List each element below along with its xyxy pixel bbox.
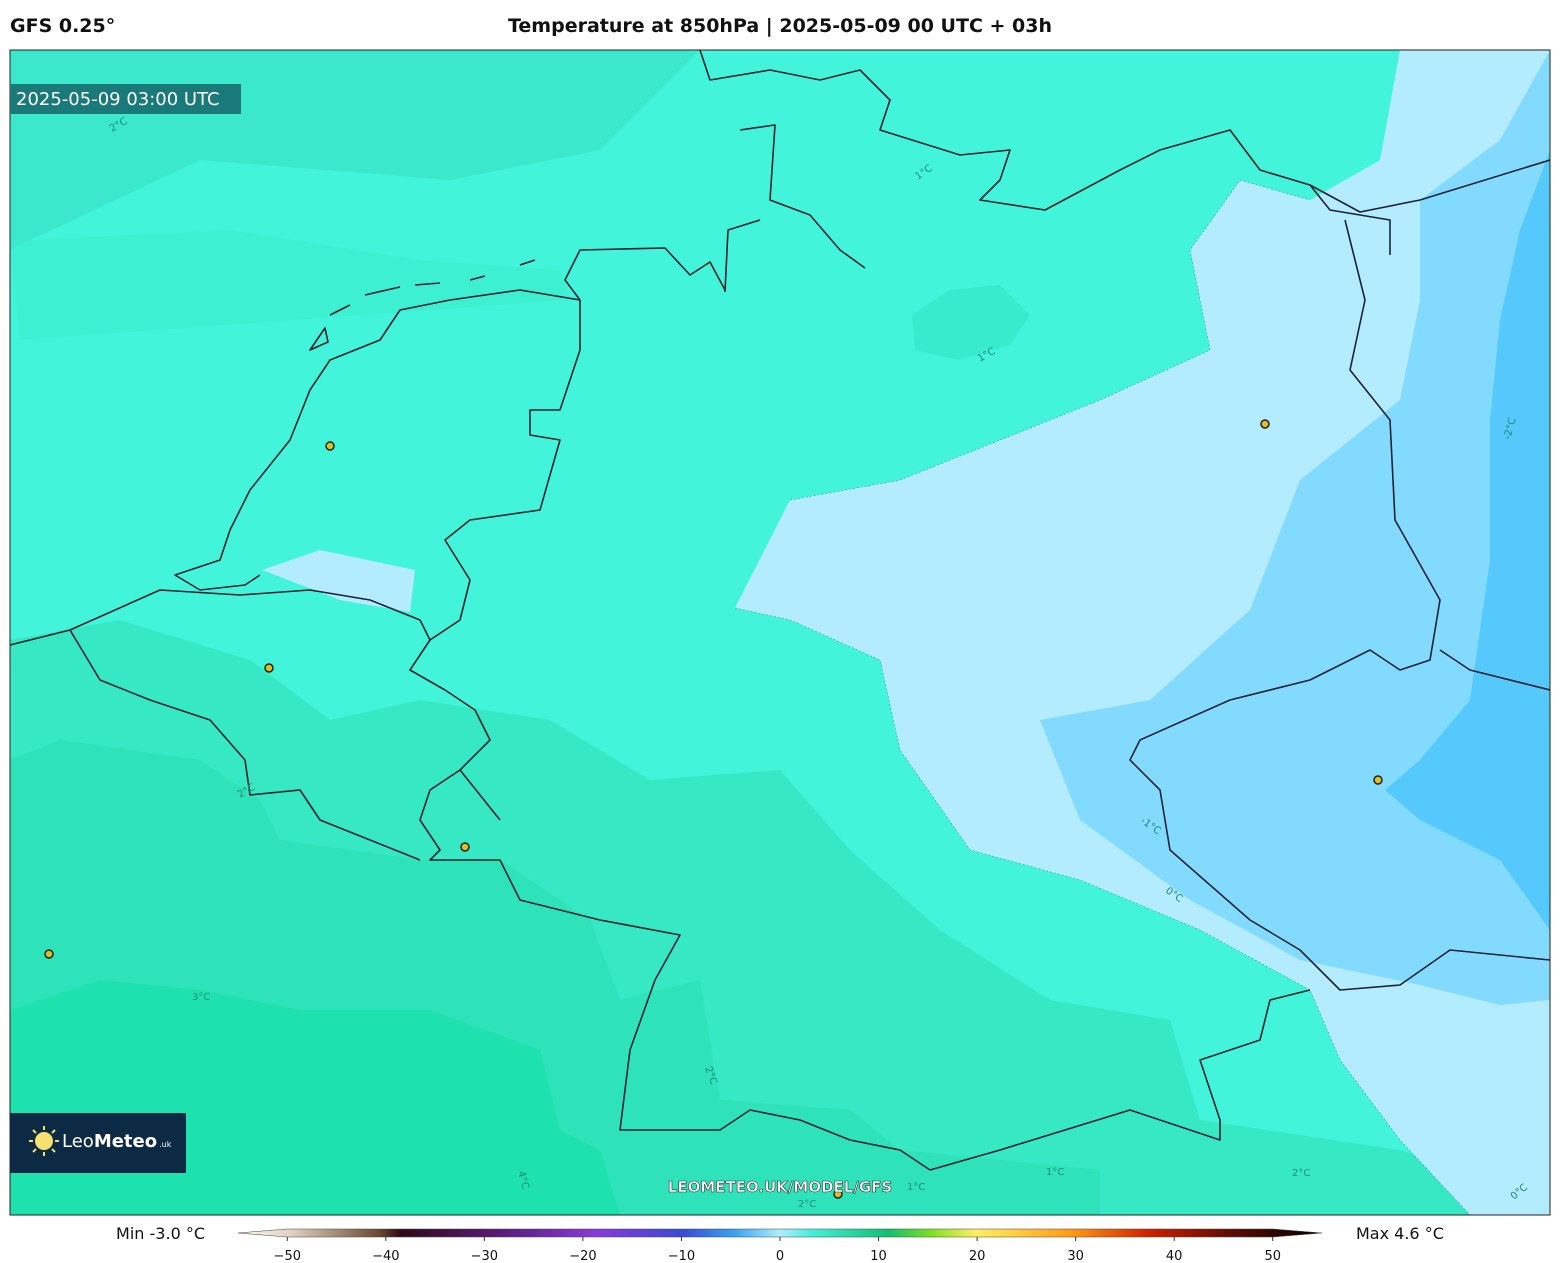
contour-label: 2°C xyxy=(1292,1168,1310,1179)
colorbar-tick-label: −50 xyxy=(274,1249,301,1263)
contour-label: -2°C xyxy=(1502,417,1518,441)
city xyxy=(325,441,335,451)
zone xyxy=(262,550,415,612)
border xyxy=(1309,159,1550,213)
border xyxy=(409,247,931,1171)
model-name: GFS 0.25° xyxy=(10,15,115,37)
valid-time: 2025-05-09 03:00 UTC xyxy=(16,89,220,110)
zone xyxy=(1385,150,1550,930)
logo-suffix: .uk xyxy=(159,1140,172,1149)
colorbar-tick-label: 0 xyxy=(776,1249,784,1263)
map-frame xyxy=(9,49,1551,1216)
city xyxy=(44,949,54,959)
logo-sun xyxy=(29,1126,59,1156)
logo-text: LeoMeteo .uk xyxy=(62,1131,172,1152)
colorbar-tick-label: −10 xyxy=(668,1249,695,1263)
colorbar-tick-label: 40 xyxy=(1166,1249,1183,1263)
colorbar-ticks: −50 −40 −30 −20 −10 0 10 20 30 40 50 xyxy=(274,1237,1281,1263)
islands xyxy=(309,259,536,351)
colorbar-tick-label: −20 xyxy=(569,1249,596,1263)
watermark: LEOMETEO.UK/MODEL/GFS xyxy=(668,1178,892,1196)
city xyxy=(264,663,274,673)
isotherm xyxy=(734,607,1471,1215)
border xyxy=(929,219,1550,1171)
map-title: Temperature at 850hPa | 2025-05-09 00 UT… xyxy=(508,15,1052,37)
coastline xyxy=(699,50,1391,255)
logo-bold: Meteo xyxy=(94,1131,157,1152)
colorbar-tick-label: 30 xyxy=(1067,1249,1084,1263)
min-label: Min -3.0 °C xyxy=(116,1224,205,1243)
contour-label: 1°C xyxy=(1046,1167,1064,1178)
city xyxy=(1260,419,1270,429)
zone xyxy=(912,285,1030,360)
colorbar xyxy=(237,1228,1323,1238)
contour-label: 3°C xyxy=(192,992,210,1003)
colorbar-tick-label: −30 xyxy=(471,1249,498,1263)
cities xyxy=(44,419,1383,1199)
coastline xyxy=(724,124,866,293)
isotherm xyxy=(789,179,1311,501)
border xyxy=(10,589,501,861)
colorbar-tick-label: 50 xyxy=(1264,1249,1281,1263)
coastline xyxy=(174,289,581,591)
max-label: Max 4.6 °C xyxy=(1356,1224,1444,1243)
city xyxy=(833,1189,843,1199)
colorbar-tick-label: 20 xyxy=(969,1249,986,1263)
contour-label: 4°C xyxy=(515,1170,530,1191)
contour-label: 2°C xyxy=(798,1199,816,1210)
contour-label: 1°C xyxy=(907,1182,925,1193)
map: 2°C 1°C 1°C -2°C 2°C -1°C 0°C 3°C 2°C 4°… xyxy=(10,50,1550,1215)
colorbar-tick-label: 10 xyxy=(870,1249,887,1263)
colorbar-tick-label: −40 xyxy=(372,1249,399,1263)
logo-light: Leo xyxy=(62,1131,94,1152)
time-box xyxy=(10,84,241,114)
zone xyxy=(10,230,570,340)
city xyxy=(1373,775,1383,785)
city xyxy=(460,842,470,852)
